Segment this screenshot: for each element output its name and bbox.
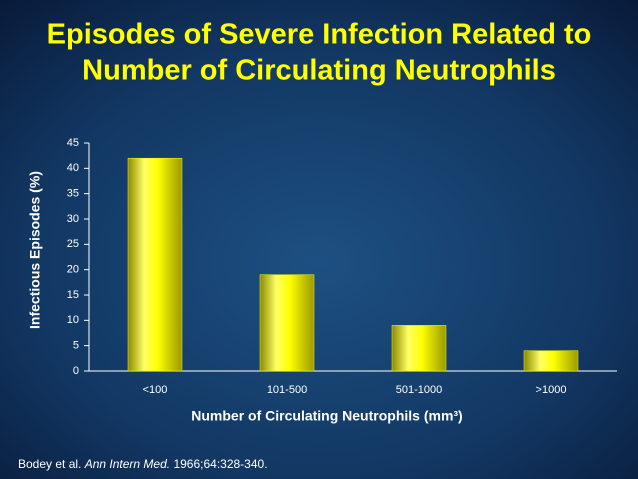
bar	[523, 350, 579, 372]
chart-title: Number of Circulating Neutrophils	[82, 55, 556, 87]
y-tick-label: 25	[67, 238, 79, 250]
citation-part: Bodey et al.	[18, 457, 85, 471]
x-tick-label: 501-1000	[396, 384, 443, 396]
bar	[127, 157, 183, 372]
y-tick-label: 0	[73, 365, 79, 377]
y-tick-label: 10	[67, 314, 79, 326]
y-tick-label: 15	[67, 289, 79, 301]
y-tick-label: 5	[73, 340, 79, 352]
citation: Bodey et al. Ann Intern Med. 1966;64:328…	[18, 457, 268, 471]
y-tick-label: 40	[67, 162, 79, 174]
bar	[391, 325, 447, 372]
y-tick-label: 20	[67, 264, 79, 276]
citation-part: 1966;64:328-340.	[170, 457, 267, 471]
y-tick-label: 35	[67, 188, 79, 200]
x-tick-label: <100	[143, 384, 168, 396]
y-axis-title: Infectious Episodes (%)	[27, 171, 43, 329]
citation-part: Ann Intern Med.	[84, 457, 170, 471]
y-tick-label: 30	[67, 213, 79, 225]
bar	[259, 274, 315, 372]
chart-title: Episodes of Severe Infection Related to	[47, 19, 592, 51]
y-tick-label: 45	[67, 137, 79, 149]
x-tick-label: 101-500	[267, 384, 307, 396]
x-tick-label: >1000	[536, 384, 567, 396]
x-axis-title: Number of Circulating Neutrophils (mm³)	[191, 408, 462, 424]
